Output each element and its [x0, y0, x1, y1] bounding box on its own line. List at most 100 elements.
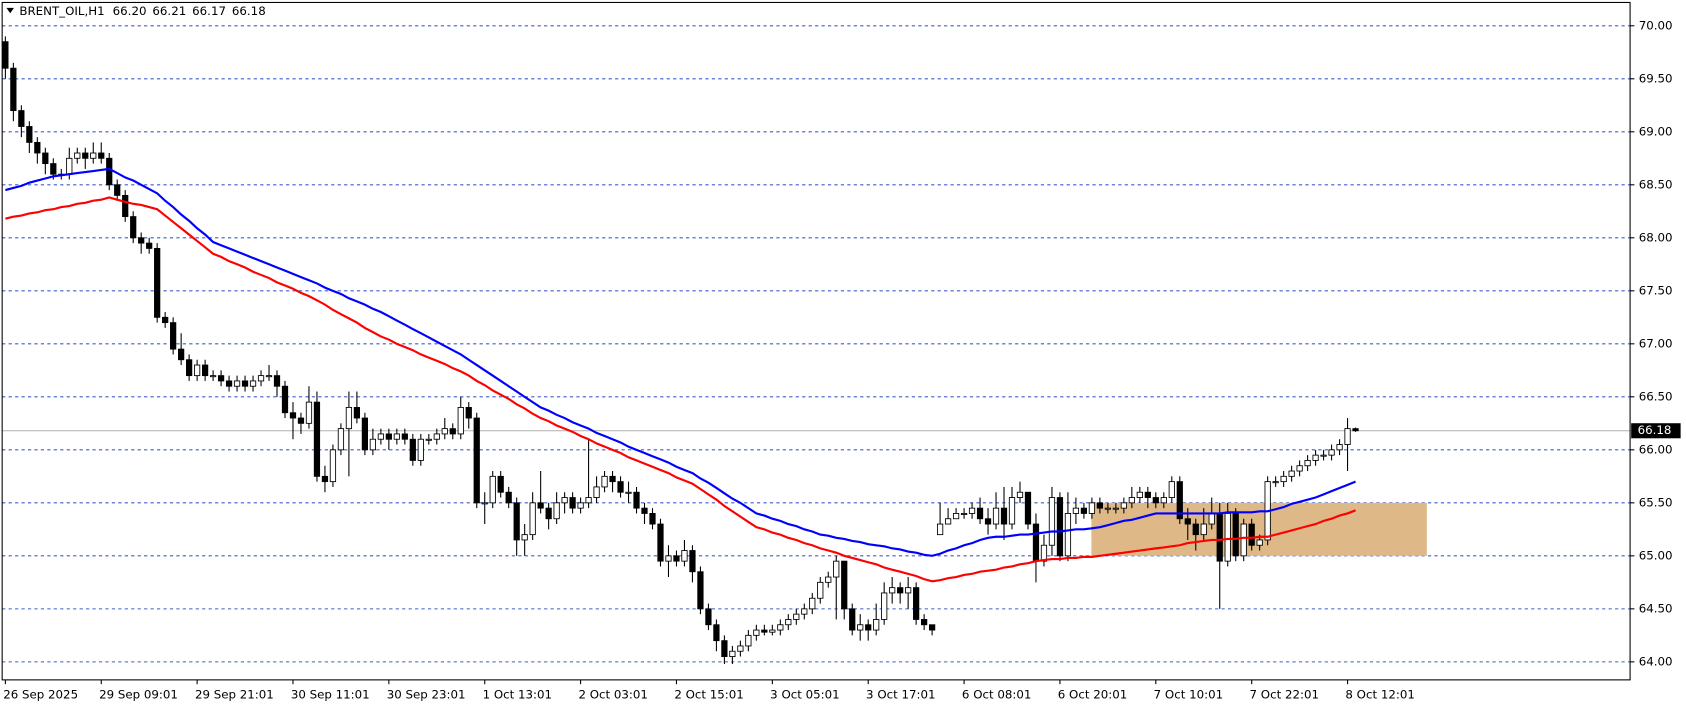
candle-body	[609, 475, 616, 483]
last-price-tag	[1631, 423, 1681, 439]
candle-body	[537, 502, 544, 509]
candle-body	[737, 645, 744, 652]
candle-body	[2, 41, 9, 69]
candle-body	[944, 518, 952, 525]
candle-body	[1200, 523, 1207, 536]
candle-body	[952, 513, 960, 520]
candle-body	[345, 406, 353, 430]
candle-body	[1112, 507, 1119, 510]
candle-body	[201, 364, 209, 377]
moving-average	[5, 196, 1356, 583]
candle-body	[313, 401, 321, 477]
candle-body	[521, 534, 528, 541]
candle-body	[130, 216, 137, 239]
candle-body	[721, 640, 728, 657]
candle-body	[625, 491, 632, 494]
candle-body	[833, 560, 840, 578]
candle-body	[114, 184, 121, 196]
candle-body	[321, 475, 329, 483]
candle-body	[385, 433, 392, 440]
candle-body	[417, 438, 424, 461]
x-tick-label: 7 Oct 10:01	[1154, 687, 1224, 701]
candle-body	[1192, 523, 1199, 536]
candle-body	[1240, 523, 1247, 557]
x-tick-label: 8 Oct 12:01	[1345, 687, 1415, 701]
chart-header: BRENT_OIL,H1 66.20 66.21 66.17 66.18	[19, 4, 265, 18]
plot-area	[2, 25, 1631, 664]
candle-body	[593, 486, 600, 498]
candle-body	[154, 247, 161, 318]
quote-close: 66.18	[232, 4, 266, 18]
candle-body	[257, 375, 265, 382]
candle-body	[1104, 507, 1111, 510]
candle-body	[577, 502, 584, 509]
candle-body	[1072, 507, 1080, 514]
candle-body	[1272, 481, 1279, 484]
candle-body	[713, 624, 720, 642]
candle-body	[849, 608, 856, 631]
candle-body	[1208, 513, 1215, 525]
candle-body	[1168, 481, 1175, 498]
candle-body	[809, 597, 816, 610]
quote-open: 66.20	[113, 4, 147, 18]
candle-body	[745, 634, 752, 647]
candle-body	[409, 438, 416, 461]
candle-body	[889, 587, 896, 594]
candle-body	[513, 502, 520, 541]
candle-body	[1096, 502, 1104, 509]
candle-body	[162, 316, 169, 324]
candle-body	[481, 502, 488, 505]
candle-body	[921, 619, 928, 626]
candle-body	[10, 67, 17, 112]
candle-body	[657, 523, 664, 562]
candle-body	[873, 619, 880, 631]
y-tick-label: 66.00	[1639, 442, 1673, 456]
quote-low: 66.17	[192, 4, 226, 18]
candle-body	[1320, 454, 1327, 457]
candle-body	[249, 380, 257, 387]
candle-body	[138, 237, 145, 244]
candle-body	[34, 141, 41, 154]
candle-body	[561, 497, 568, 504]
candle-body	[633, 491, 640, 509]
candle-body	[1344, 428, 1351, 445]
candle-body	[473, 417, 480, 504]
candle-body	[793, 613, 800, 620]
candle-body	[289, 412, 297, 419]
candle-body	[1152, 497, 1159, 504]
candle-body	[825, 576, 832, 583]
candle-body	[769, 629, 776, 633]
candle-body	[1176, 481, 1183, 520]
candle-body	[1232, 513, 1239, 557]
y-tick-label: 68.00	[1639, 230, 1673, 244]
x-tick-label: 30 Sep 11:01	[291, 687, 370, 701]
candle-body	[881, 592, 888, 620]
candle-body	[857, 624, 864, 631]
candle-body	[74, 152, 81, 159]
candle-body	[1304, 460, 1311, 467]
candle-body	[1032, 523, 1040, 562]
candle-body	[729, 650, 736, 657]
candle-body	[361, 417, 369, 451]
candle-body	[225, 380, 233, 387]
candle-body	[305, 401, 313, 424]
candle-body	[585, 497, 592, 504]
candle-body	[1120, 502, 1127, 509]
candle-body	[209, 375, 217, 378]
candle-body	[401, 433, 408, 440]
candle-body	[337, 428, 345, 451]
candle-body	[936, 523, 944, 536]
candle-body	[617, 481, 624, 493]
x-tick-label: 6 Oct 20:01	[1058, 687, 1128, 701]
x-tick-label: 30 Sep 23:01	[387, 687, 466, 701]
x-tick-label: 29 Sep 09:01	[99, 687, 178, 701]
y-tick-label: 69.00	[1639, 124, 1673, 138]
candle-body	[106, 157, 113, 186]
candle-body	[968, 507, 976, 514]
candle-body	[497, 475, 504, 493]
candle-body	[1352, 428, 1359, 432]
candle-body	[1000, 507, 1008, 525]
candle-body	[697, 571, 704, 610]
candle-body	[1056, 497, 1064, 557]
